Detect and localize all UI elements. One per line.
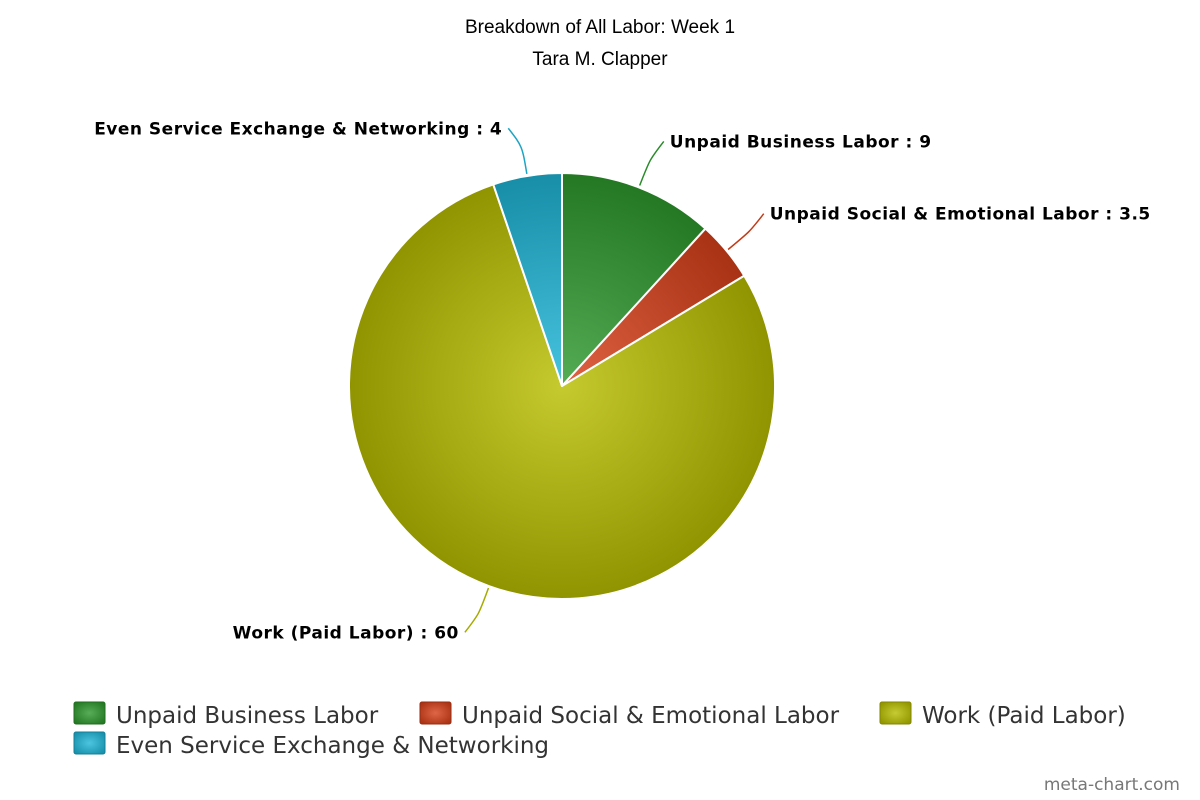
legend-item-unpaid-business-labor[interactable]: Unpaid Business Labor bbox=[116, 703, 379, 729]
label-connector-even-service-exchange-networking bbox=[507, 127, 528, 175]
label-connector-work-paid-labor bbox=[464, 587, 490, 633]
pie-slice-unpaid-business-labor[interactable] bbox=[561, 172, 707, 387]
chart-title: Breakdown of All Labor: Week 1 bbox=[465, 17, 735, 38]
legend-swatch-unpaid-social-emotional-labor[interactable] bbox=[419, 701, 452, 725]
credit-text[interactable]: meta-chart.com bbox=[1044, 775, 1180, 795]
legend-swatch-unpaid-business-labor[interactable] bbox=[73, 701, 106, 725]
slice-label-unpaid-social-emotional-labor: Unpaid Social & Emotional Labor : 3.5 bbox=[770, 205, 1151, 225]
pie-slices bbox=[347, 172, 776, 600]
slice-labels: Unpaid Business Labor : 9 Unpaid Social &… bbox=[94, 119, 1151, 643]
pie-slice-even-service-exchange-networking[interactable] bbox=[492, 172, 563, 387]
label-connector-unpaid-business-labor bbox=[638, 140, 665, 186]
slice-label-unpaid-business-labor: Unpaid Business Labor : 9 bbox=[670, 132, 932, 152]
slice-label-work-paid-labor: Work (Paid Labor) : 60 bbox=[233, 623, 459, 643]
pie-slice-work-paid-labor[interactable] bbox=[347, 183, 776, 600]
legend-item-work-paid-labor[interactable]: Work (Paid Labor) bbox=[922, 703, 1126, 729]
legend-item-unpaid-social-emotional-labor[interactable]: Unpaid Social & Emotional Labor bbox=[462, 703, 840, 729]
legend: Unpaid Business Labor Unpaid Social & Emo… bbox=[73, 701, 1126, 759]
legend-swatch-work-paid-labor[interactable] bbox=[879, 701, 912, 725]
chart-subtitle: Tara M. Clapper bbox=[532, 49, 668, 70]
slice-label-even-service-exchange-networking: Even Service Exchange & Networking : 4 bbox=[94, 119, 502, 139]
legend-item-even-service-exchange-networking[interactable]: Even Service Exchange & Networking bbox=[116, 733, 549, 759]
legend-swatch-even-service-exchange-networking[interactable] bbox=[73, 731, 106, 755]
label-connector-unpaid-social-emotional-labor bbox=[727, 213, 765, 251]
